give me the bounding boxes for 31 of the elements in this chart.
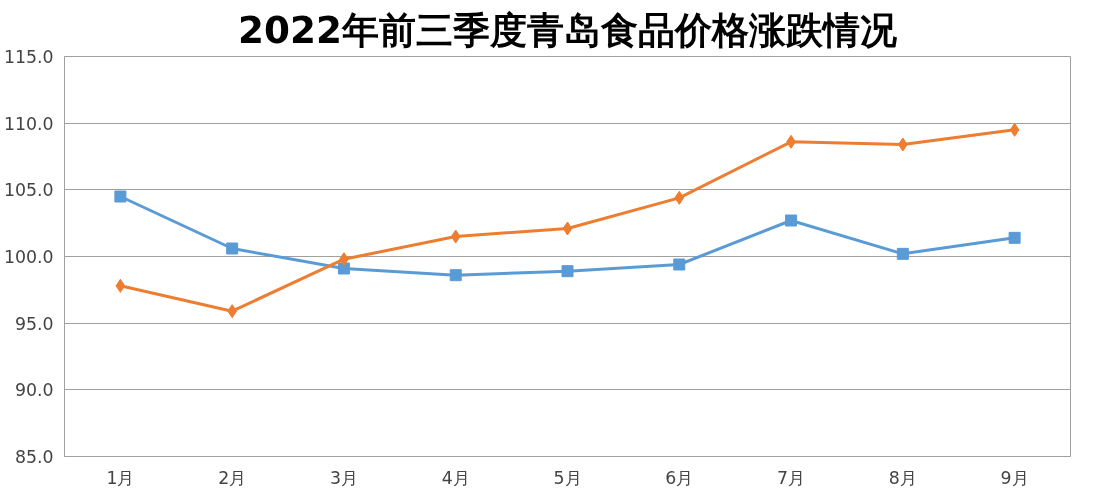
point xyxy=(785,214,798,227)
y-tick-label: 105.0 xyxy=(3,180,54,201)
y-tick-label: 85.0 xyxy=(14,447,54,467)
point xyxy=(337,262,350,275)
chart-title: 2022年前三季度青岛食品价格涨跌情况 xyxy=(238,7,897,52)
x-tick-label: 5月 xyxy=(553,467,582,488)
x-tick-label: 8月 xyxy=(888,467,917,488)
y-tick-label: 100.0 xyxy=(3,247,54,267)
point xyxy=(561,265,574,278)
y-tick-label: 110.0 xyxy=(3,113,54,134)
point xyxy=(562,221,573,236)
x-tick-label: 9月 xyxy=(1000,467,1029,488)
point xyxy=(896,247,909,260)
point xyxy=(449,269,462,282)
y-tick-label: 95.0 xyxy=(14,313,54,334)
point xyxy=(114,190,127,203)
point xyxy=(115,278,126,293)
x-tick-label: 4月 xyxy=(441,467,470,488)
point xyxy=(674,190,685,205)
x-tick-label: 1月 xyxy=(106,467,135,488)
point xyxy=(226,242,239,255)
y-tick-label: 90.0 xyxy=(14,380,54,401)
point xyxy=(1008,231,1021,244)
point xyxy=(673,258,686,271)
x-tick-label: 2月 xyxy=(218,467,247,488)
y-tick-label: 115.0 xyxy=(3,47,54,67)
x-tick-label: 7月 xyxy=(777,467,806,488)
point xyxy=(450,229,461,244)
point xyxy=(1009,122,1020,137)
x-tick-label: 6月 xyxy=(665,467,694,488)
x-tick-label: 3月 xyxy=(329,467,358,488)
